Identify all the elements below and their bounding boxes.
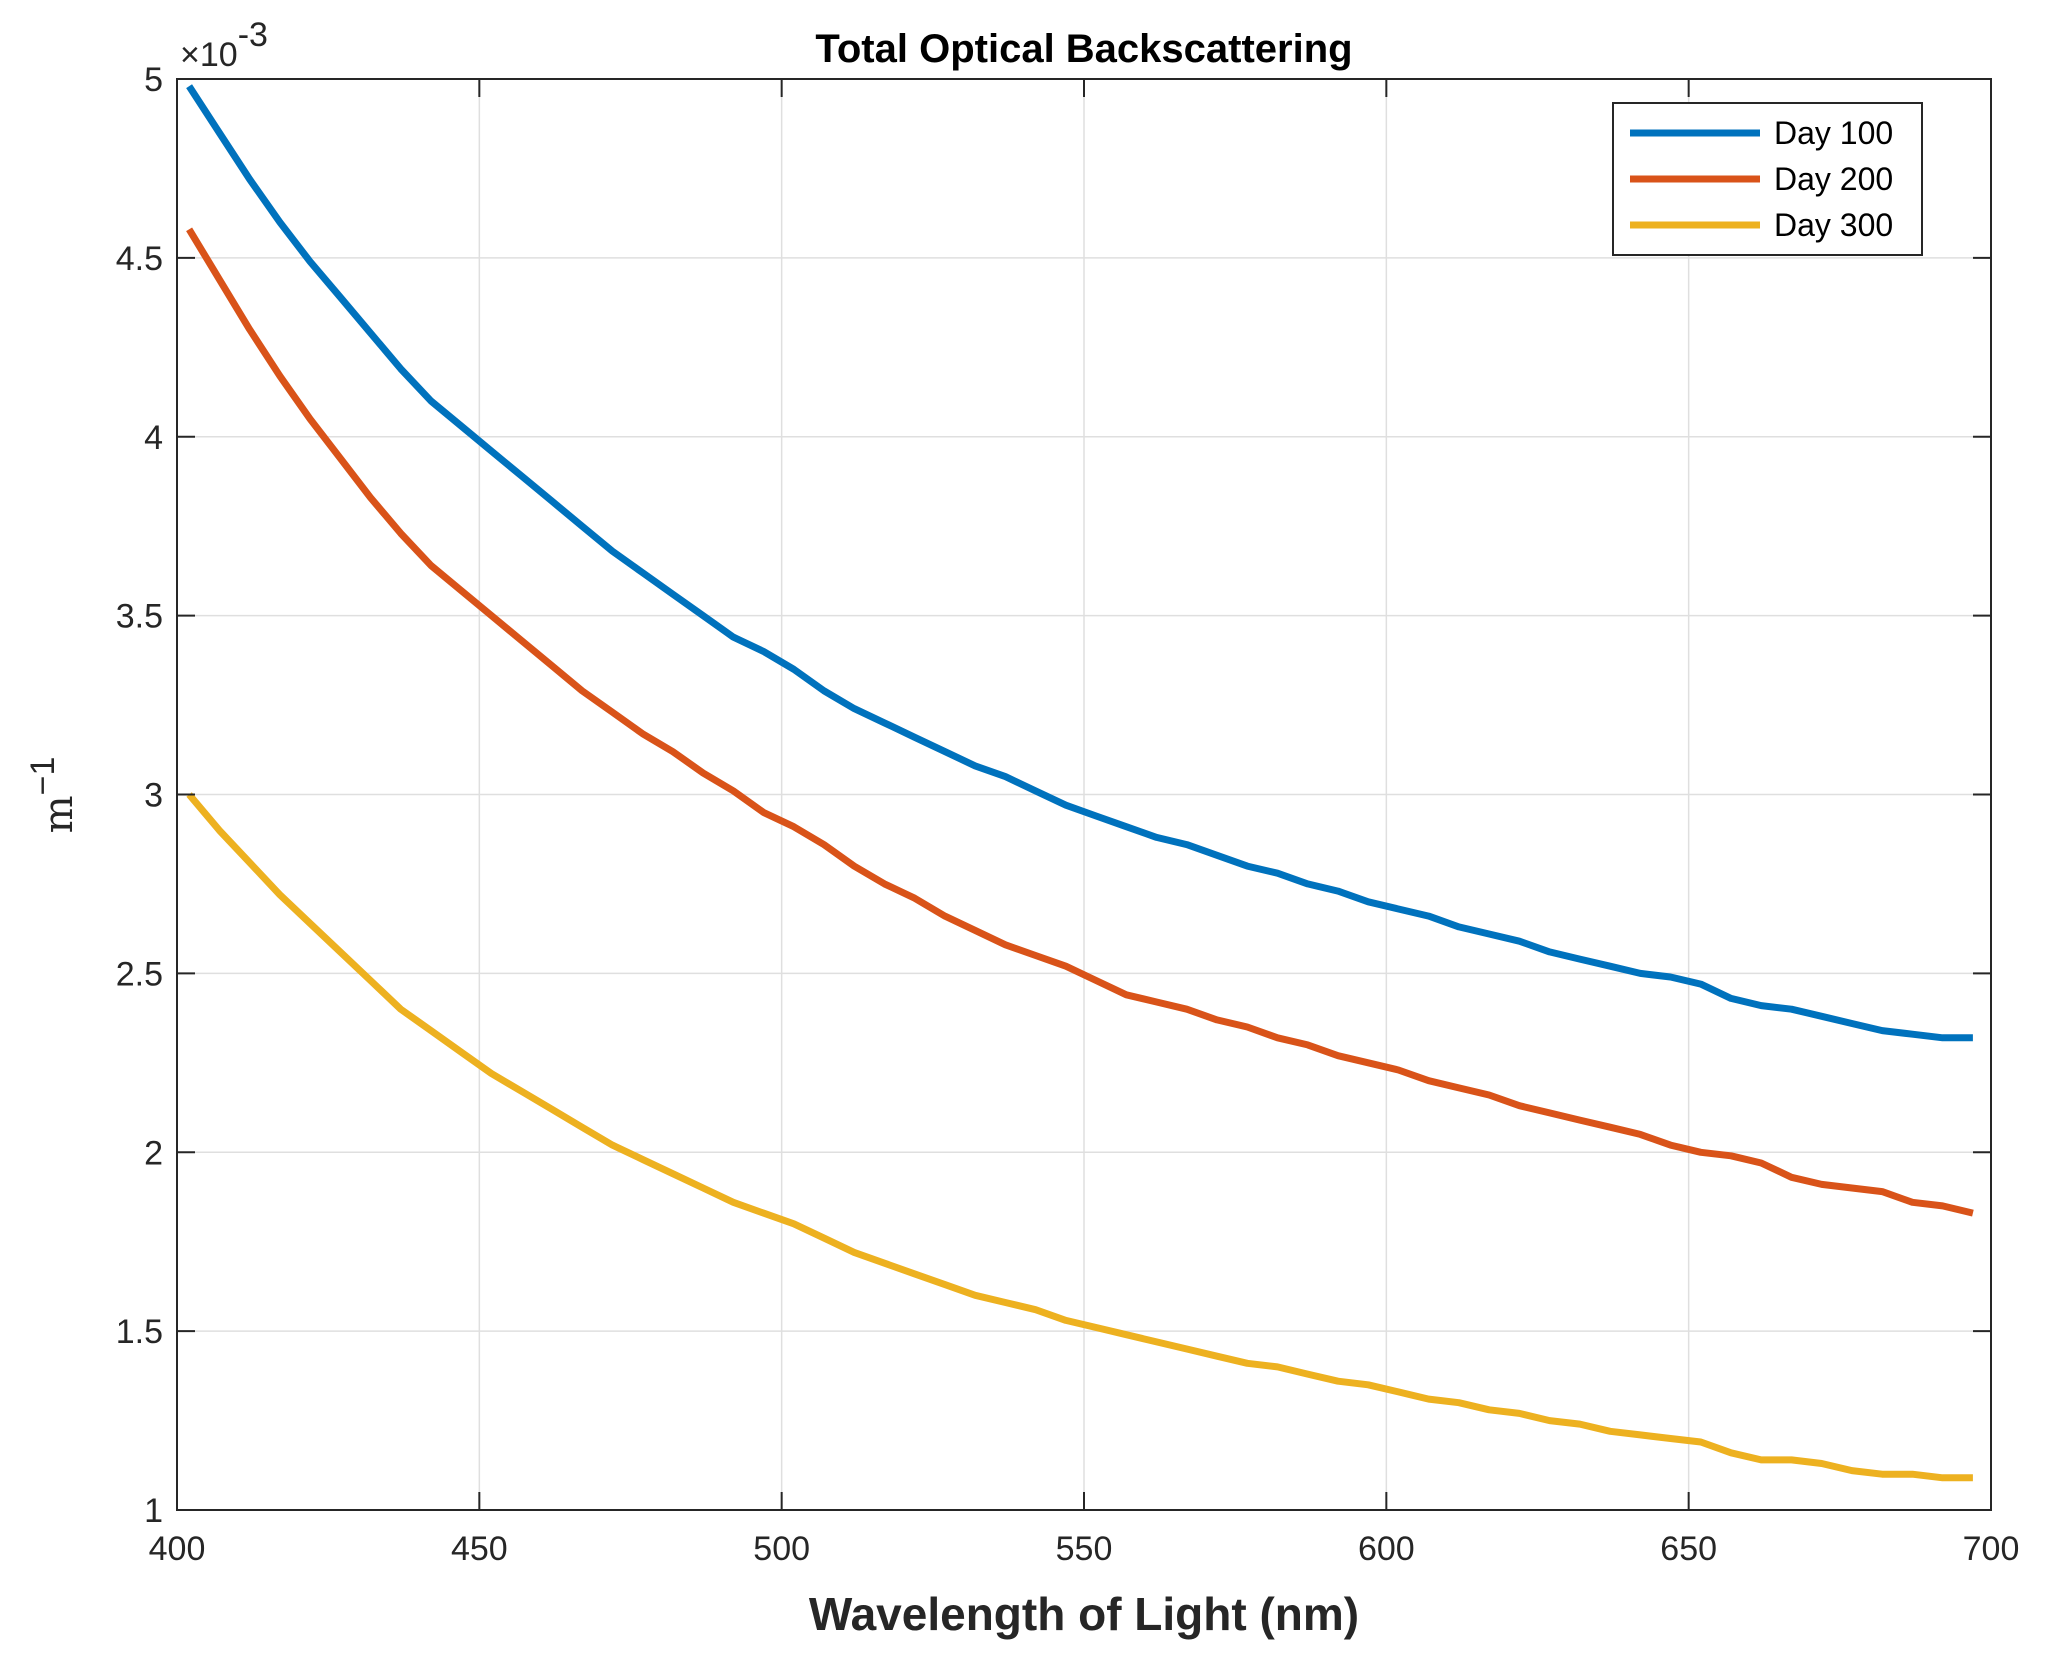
y-multiplier-exponent: -3 bbox=[238, 16, 268, 54]
x-tick-label: 650 bbox=[1660, 1530, 1717, 1568]
x-tick-labels: 400 450 500 550 600 650 700 bbox=[149, 1530, 2020, 1568]
y-tick-label: 3 bbox=[144, 777, 163, 815]
axis-ticks bbox=[176, 78, 1992, 1511]
x-tick-label: 700 bbox=[1963, 1530, 2020, 1568]
y-axis-label-unit: m bbox=[36, 795, 82, 833]
legend-label-day-100: Day 100 bbox=[1774, 115, 1893, 151]
y-tick-label: 4 bbox=[144, 419, 163, 457]
y-tick-label: 1.5 bbox=[116, 1313, 163, 1351]
x-tick-label: 450 bbox=[451, 1530, 508, 1568]
legend: Day 100 Day 200 Day 300 bbox=[1612, 102, 1923, 256]
legend-label-day-200: Day 200 bbox=[1774, 161, 1893, 197]
y-multiplier-base: ×10 bbox=[180, 36, 238, 74]
y-tick-label: 5 bbox=[144, 61, 163, 99]
y-tick-label: 2 bbox=[144, 1134, 163, 1172]
x-tick-label: 550 bbox=[1056, 1530, 1113, 1568]
y-axis-label-exponent: −1 bbox=[24, 757, 62, 796]
y-tick-label: 3.5 bbox=[116, 598, 163, 636]
grid-lines bbox=[177, 79, 1991, 1510]
y-tick-label: 4.5 bbox=[116, 240, 163, 278]
x-tick-label: 500 bbox=[753, 1530, 810, 1568]
series-line-day-100 bbox=[186, 84, 1973, 1042]
legend-label-day-300: Day 300 bbox=[1774, 207, 1893, 243]
x-tick-label: 600 bbox=[1358, 1530, 1415, 1568]
chart-title: Total Optical Backscattering bbox=[815, 27, 1352, 71]
x-tick-label: 400 bbox=[149, 1530, 206, 1568]
series-layer bbox=[186, 84, 1974, 1482]
y-axis-multiplier: ×10-3 bbox=[180, 16, 268, 74]
series-line-day-300 bbox=[186, 792, 1973, 1482]
y-tick-label: 2.5 bbox=[116, 955, 163, 993]
y-tick-label: 1 bbox=[144, 1492, 163, 1530]
svg-text:m−1: m−1 bbox=[24, 757, 82, 834]
series-line-day-200 bbox=[186, 227, 1974, 1217]
x-axis-label: Wavelength of Light (nm) bbox=[809, 1588, 1359, 1640]
y-tick-labels: 1 1.5 2 2.5 3 3.5 4 4.5 5 bbox=[116, 61, 163, 1530]
y-axis-label: m−1 bbox=[24, 757, 82, 834]
svg-text:×10-3: ×10-3 bbox=[180, 16, 268, 74]
